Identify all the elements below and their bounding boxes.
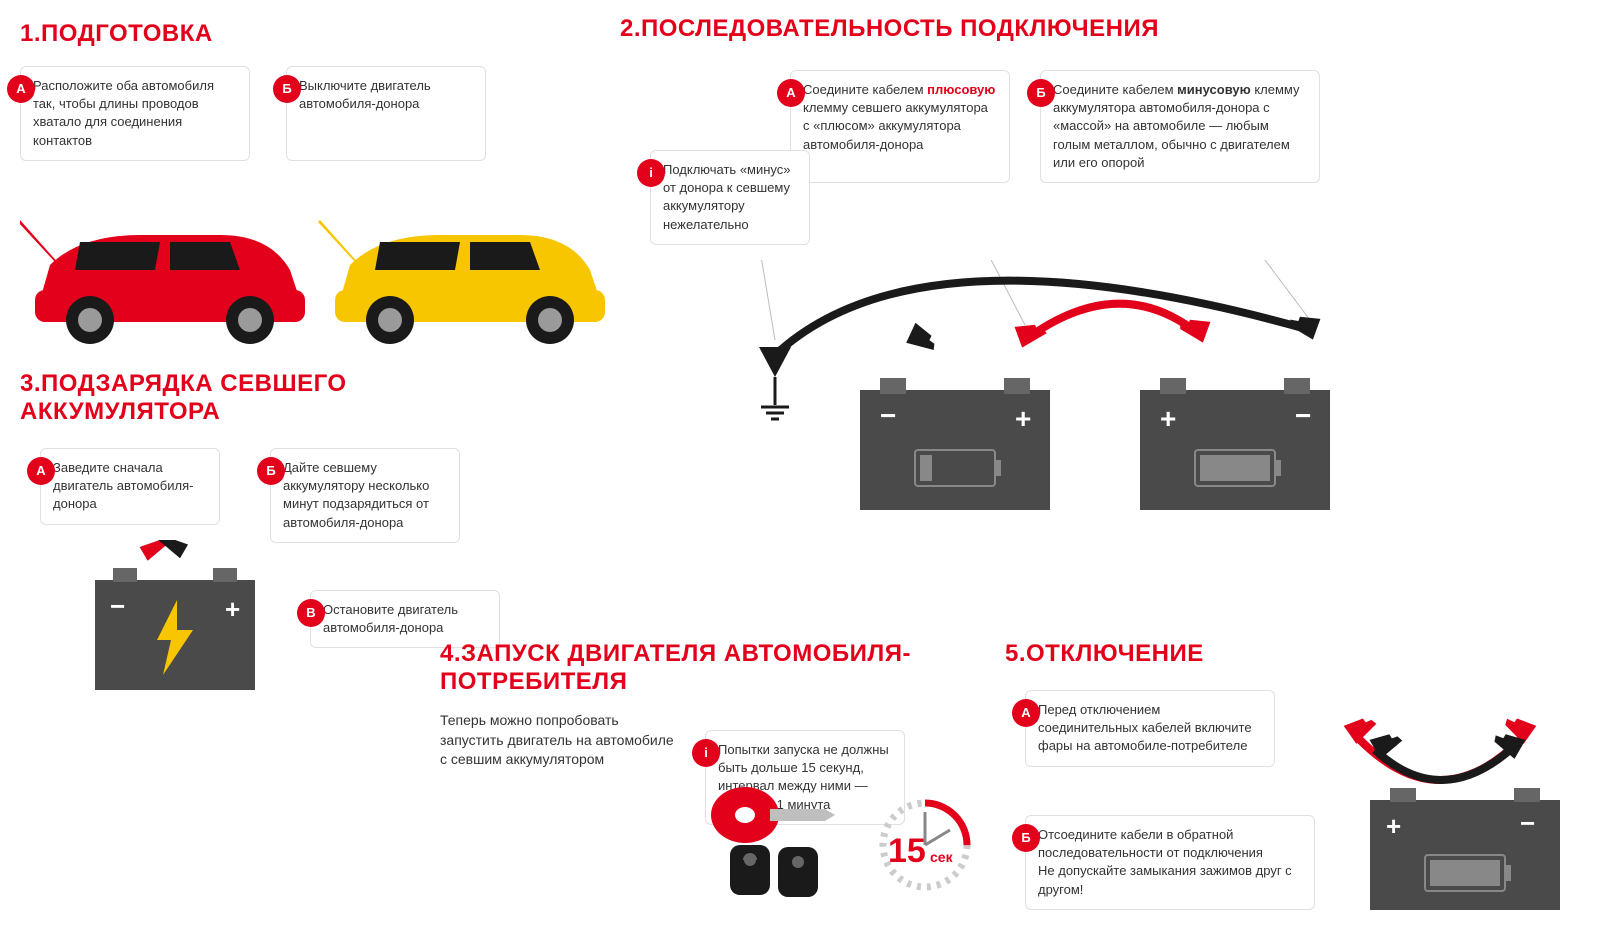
section-disconnect: 5.ОТКЛЮЧЕНИЕ А Перед отключением соедини… (1005, 640, 1575, 668)
section-charging: 3.ПОДЗАРЯДКА СЕВШЕГО АККУМУЛЯТОРА А Заве… (20, 370, 450, 444)
timer-icon: 15 сек (870, 790, 980, 890)
section1-box-b: Б Выключите двигатель автомобиля-донора (286, 66, 486, 161)
section-start: 4.ЗАПУСК ДВИГАТЕЛЯ АВТОМОБИЛЯ-ПОТРЕБИТЕЛ… (440, 640, 980, 770)
section1-text-b: Выключите двигатель автомобиля-донора (299, 78, 431, 111)
timer-unit: сек (930, 849, 954, 865)
section3-title: 3.ПОДЗАРЯДКА СЕВШЕГО АККУМУЛЯТОРА (20, 370, 450, 426)
svg-text:−: − (1295, 400, 1311, 431)
section2-info-text: Подключать «минус» от донора к севшему а… (663, 162, 791, 232)
clamp-black-donor-minus (1287, 309, 1321, 339)
battery-cables-icon: + − (1320, 700, 1580, 900)
section2-a-hl: плюсовую (927, 82, 995, 97)
section1-box-a: А Расположите оба автомобиля так, чтобы … (20, 66, 250, 161)
svg-text:−: − (1520, 808, 1535, 838)
badge-info-icon: i (692, 739, 720, 767)
section2-box-info: i Подключать «минус» от донора к севшему… (650, 150, 810, 245)
svg-text:−: − (110, 591, 125, 621)
section5-box-a: А Перед отключением соединительных кабел… (1025, 690, 1275, 767)
section1-text-a: Расположите оба автомобиля так, чтобы дл… (33, 78, 214, 148)
section3-box-a: А Заведите сначала двигатель автомобиля-… (40, 448, 220, 525)
section3-box-b: Б Дайте севшему аккумулятору несколько м… (270, 448, 460, 543)
badge-b: Б (1027, 79, 1055, 107)
svg-text:+: + (1015, 403, 1031, 434)
badge-a: А (7, 75, 35, 103)
section2-box-b: Б Соедините кабелем минусовую клемму акк… (1040, 70, 1320, 183)
car-yellow-icon (318, 220, 605, 344)
badge-a: А (1012, 699, 1040, 727)
section5-box-b: Б Отсоедините кабели в обратной последов… (1025, 815, 1315, 910)
keys-icon (700, 775, 860, 895)
section1-title: 1.ПОДГОТОВКА (20, 20, 600, 48)
section3-text-b: Дайте севшему аккумулятору несколько мин… (283, 460, 429, 530)
section-connection: 2.ПОСЛЕДОВАТЕЛЬНОСТЬ ПОДКЛЮЧЕНИЯ А Соеди… (620, 15, 1580, 43)
clamp-red-donor-plus (1177, 312, 1211, 342)
section-preparation: 1.ПОДГОТОВКА А Расположите оба автомобил… (20, 20, 600, 161)
timer-number: 15 (888, 832, 926, 870)
badge-b: Б (257, 457, 285, 485)
svg-text:−: − (880, 400, 896, 431)
car-red-icon (20, 220, 305, 344)
svg-text:+: + (1386, 811, 1401, 841)
svg-text:+: + (1160, 403, 1176, 434)
section2-b-bold: минусовую (1177, 82, 1251, 97)
section4-subtitle: Теперь можно попробовать запустить двига… (440, 711, 680, 770)
svg-text:+: + (225, 594, 240, 624)
ground-icon (759, 347, 791, 419)
clamp-black-dead (906, 323, 941, 355)
section2-a-pre: Соедините кабелем (803, 82, 927, 97)
battery-dead-icon: − + (860, 378, 1050, 510)
section2-b-pre: Соедините кабелем (1053, 82, 1177, 97)
badge-a: А (777, 79, 805, 107)
section3-text-v: Остановите двигатель автомобиля-донора (323, 602, 458, 635)
section2-a-post: клемму севшего аккумулятора с «плюсом» а… (803, 100, 988, 151)
badge-a: А (27, 457, 55, 485)
badge-b: Б (1012, 824, 1040, 852)
badge-b: Б (273, 75, 301, 103)
section2-box-a: А Соедините кабелем плюсовую клемму севш… (790, 70, 1010, 183)
section2-title: 2.ПОСЛЕДОВАТЕЛЬНОСТЬ ПОДКЛЮЧЕНИЯ (620, 15, 1580, 43)
car-diagram (20, 190, 620, 340)
section5-title: 5.ОТКЛЮЧЕНИЕ (1005, 640, 1575, 668)
cable-diagram: − + + − (720, 260, 1520, 530)
clamp-red-dead-plus (1015, 317, 1049, 347)
badge-info-icon: i (637, 159, 665, 187)
battery-donor-icon: + − (1140, 378, 1330, 510)
section5-text-b: Отсоедините кабели в обратной последоват… (1038, 827, 1292, 897)
section4-title: 4.ЗАПУСК ДВИГАТЕЛЯ АВТОМОБИЛЯ-ПОТРЕБИТЕЛ… (440, 640, 980, 696)
section3-text-a: Заведите сначала двигатель автомобиля-до… (53, 460, 193, 511)
section5-text-a: Перед отключением соединительных кабелей… (1038, 702, 1252, 753)
badge-v: В (297, 599, 325, 627)
battery-charging-icon: − + (85, 540, 265, 680)
